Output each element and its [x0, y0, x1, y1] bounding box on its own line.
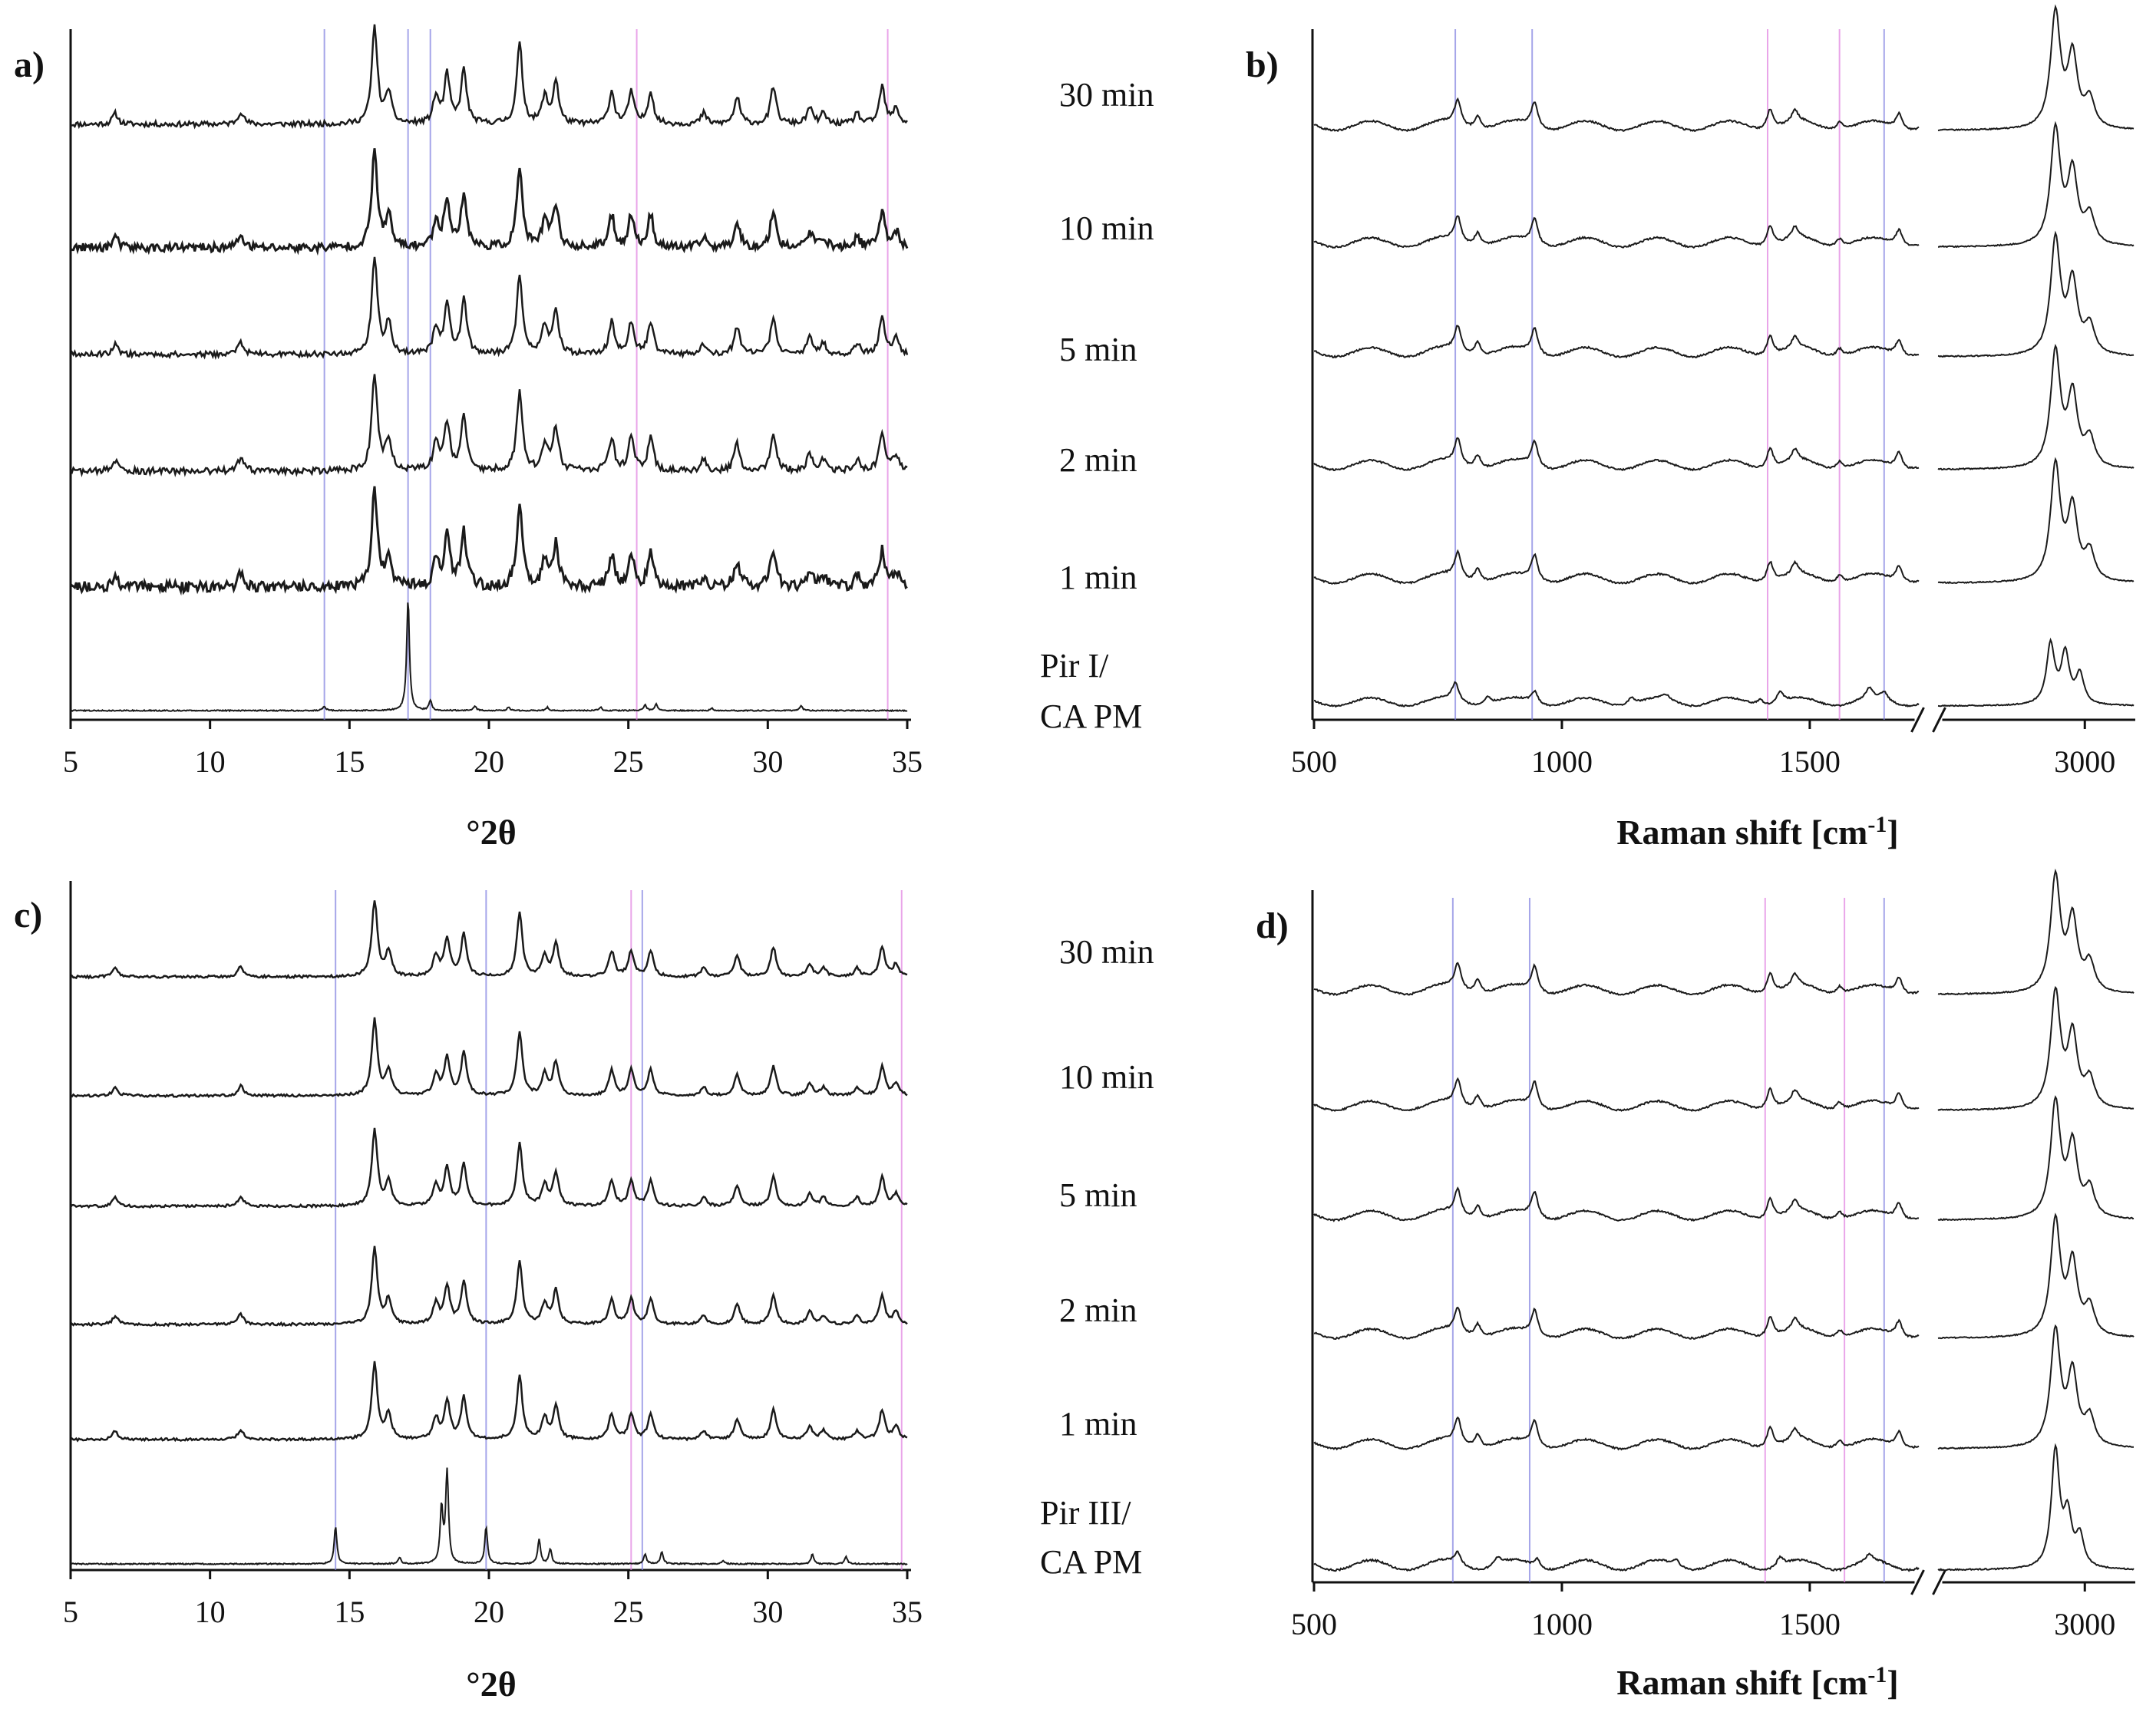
panel-a-trace-3 — [69, 374, 908, 478]
panel-b-raman: b) Raman shift [cm-1] 500 1000 1500 3000 — [1246, 4, 2135, 852]
panel-b-axis-break-mark — [1910, 707, 1925, 733]
panel-d-trace-2-low — [1313, 1186, 1920, 1222]
panel-d-axis-break-gap — [1914, 1578, 1943, 1587]
panel-a-label-10min: 10 min — [1059, 209, 1154, 247]
panel-a-trace-4 — [69, 486, 908, 596]
panel-b-axis-break-mark — [1932, 707, 1946, 733]
panel-c-trace-0 — [70, 900, 908, 980]
panel-d-x-tick-label: 1000 — [1531, 1607, 1593, 1641]
panel-c-x-tick-label: 5 — [63, 1595, 78, 1629]
panel-c-trace-pm — [70, 1467, 908, 1566]
panel-a-label-1min: 1 min — [1059, 559, 1137, 596]
panel-a-x-tick-label: 25 — [613, 744, 644, 779]
panel-c-label-10min: 10 min — [1059, 1058, 1154, 1096]
panel-d-raman: d) Raman shift [cm-1] 500 1000 1500 3000 — [1256, 868, 2135, 1702]
panel-a-x-tick-label: 10 — [195, 744, 226, 779]
panel-a-label-30min: 30 min — [1059, 76, 1154, 114]
panel-d-trace-1-low — [1313, 1077, 1920, 1113]
panel-b-trace-2-high — [1937, 230, 2135, 358]
panel-d-trace-3-high — [1937, 1212, 2135, 1340]
panel-b-trace-pm-low — [1313, 681, 1920, 708]
panel-d-trace-pm-low — [1313, 1550, 1920, 1572]
panel-a-x-tick-label: 30 — [752, 744, 783, 779]
panel-a-x-tick-label: 5 — [63, 744, 78, 779]
panel-c-label-2min: 2 min — [1059, 1291, 1137, 1329]
panel-d-x-title: Raman shift [cm-1] — [1616, 1662, 1898, 1702]
panel-a-xrd: a) °2θ 30 min 10 min 5 min 2 min 1 min P… — [14, 24, 1154, 852]
panel-d-trace-1-high — [1937, 985, 2135, 1111]
panel-c-trace-2 — [69, 1127, 908, 1209]
panel-a-x-title: °2θ — [466, 813, 516, 852]
panel-a-label-5min: 5 min — [1059, 331, 1137, 368]
panel-d-trace-2-high — [1937, 1095, 2135, 1222]
panel-d-label: d) — [1256, 905, 1289, 946]
panel-a-label-2min: 2 min — [1059, 441, 1137, 479]
panel-c-label-pm-line1: Pir III/ — [1040, 1494, 1131, 1532]
panel-b-x-tick-label: 3000 — [2054, 744, 2115, 779]
panel-c-x-tick-label: 30 — [752, 1595, 783, 1629]
panel-c-x-tick-label: 20 — [474, 1595, 504, 1629]
panel-a-x-tick-label: 35 — [892, 744, 923, 779]
panel-c-label-5min: 5 min — [1059, 1176, 1137, 1214]
panel-b-trace-0-high — [1937, 4, 2135, 132]
panel-b-trace-1-high — [1938, 120, 2135, 249]
panel-a-x-tick-label: 20 — [474, 744, 504, 779]
panel-a-label-pm-line2: CA PM — [1040, 698, 1142, 735]
panel-d-axis-break-mark — [1910, 1569, 1925, 1595]
panel-c-x-tick-label: 15 — [334, 1595, 365, 1629]
panel-d-trace-0-high — [1937, 868, 2135, 996]
panel-c-trace-1 — [70, 1017, 908, 1099]
panel-d-trace-4-low — [1313, 1416, 1920, 1451]
panel-c-label: c) — [14, 895, 42, 935]
panel-b-x-tick-label: 1500 — [1779, 744, 1841, 779]
panel-b-label: b) — [1246, 45, 1279, 85]
panel-c-label-pm-line2: CA PM — [1040, 1543, 1142, 1581]
panel-b-trace-4-high — [1937, 457, 2135, 585]
panel-c-trace-3 — [70, 1245, 908, 1328]
panel-a-x-tick-label: 15 — [334, 744, 365, 779]
panel-a-trace-0 — [70, 24, 908, 130]
panel-c-xrd: c) °2θ 30 min 10 min 5 min 2 min 1 min P… — [14, 881, 1154, 1704]
panel-c-x-tick-label: 35 — [892, 1595, 923, 1629]
panel-b-trace-2-low — [1314, 325, 1920, 359]
panel-d-trace-0-low — [1313, 962, 1920, 997]
panel-c-label-1min: 1 min — [1059, 1405, 1137, 1443]
panel-d-x-tick-label: 3000 — [2054, 1607, 2115, 1641]
panel-c-x-tick-label: 10 — [195, 1595, 226, 1629]
panel-a-label: a) — [14, 45, 45, 85]
panel-b-trace-3-high — [1937, 344, 2135, 471]
panel-b-axis-break-gap — [1914, 715, 1943, 724]
panel-b-trace-3-low — [1313, 437, 1920, 472]
panel-b-trace-1-low — [1313, 215, 1920, 249]
panel-b-x-tick-label: 500 — [1291, 744, 1337, 779]
panel-c-trace-4 — [70, 1361, 908, 1443]
panel-a-trace-2 — [69, 256, 909, 361]
panel-d-axis-break-mark — [1932, 1569, 1946, 1595]
panel-a-trace-pm — [71, 602, 908, 713]
panel-d-x-tick-label: 500 — [1291, 1607, 1337, 1641]
panel-c-x-tick-label: 25 — [613, 1595, 644, 1629]
panel-a-trace-1 — [70, 148, 909, 256]
panel-a-label-pm-line1: Pir I/ — [1040, 647, 1109, 684]
panel-b-trace-0-low — [1313, 97, 1920, 133]
panel-d-x-tick-label: 1500 — [1779, 1607, 1841, 1641]
panel-d-trace-pm-high — [1937, 1443, 2135, 1572]
panel-d-trace-4-high — [1937, 1324, 2134, 1450]
panel-b-trace-4-low — [1313, 549, 1920, 586]
panel-b-x-tick-label: 1000 — [1531, 744, 1593, 779]
panel-b-x-title: Raman shift [cm-1] — [1616, 812, 1898, 852]
panel-b-trace-pm-high — [1937, 637, 2135, 708]
panel-c-x-title: °2θ — [466, 1664, 516, 1704]
panel-d-trace-3-low — [1313, 1306, 1920, 1341]
panel-c-label-30min: 30 min — [1059, 933, 1154, 971]
